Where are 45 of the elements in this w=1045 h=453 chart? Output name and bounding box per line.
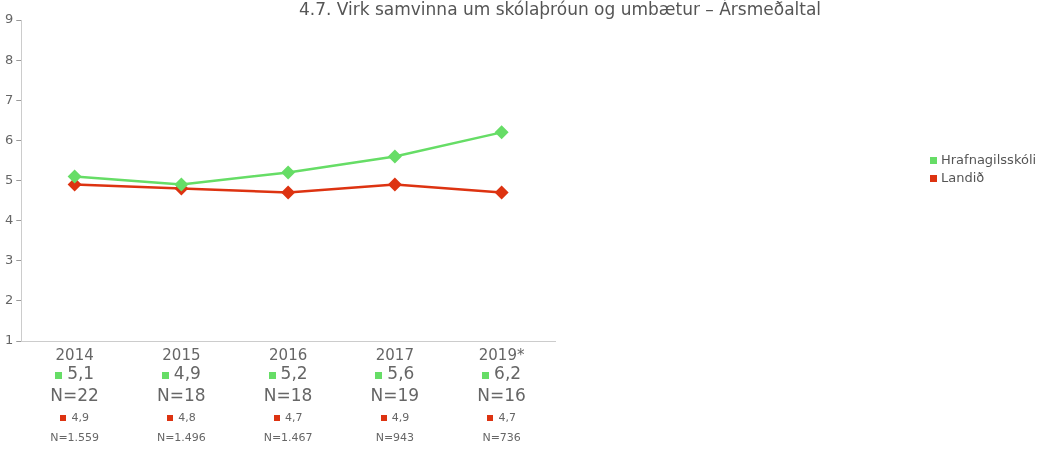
x-tick-label: 2019* <box>478 345 525 364</box>
text: N=18 <box>157 385 206 406</box>
y-tick-label: 8 <box>4 51 14 67</box>
point <box>387 149 402 164</box>
point <box>494 185 509 200</box>
data-label: 6,2 <box>494 363 522 384</box>
data-label: 4,7 <box>284 410 303 424</box>
data-label: 5,2 <box>280 363 308 384</box>
data-label: 4,9 <box>173 363 201 384</box>
text: N=736 <box>482 430 521 444</box>
y-tick-label: 9 <box>4 11 14 27</box>
text: N=1.496 <box>156 430 206 444</box>
y-tick-label: 3 <box>4 252 14 268</box>
y-tick-label: 7 <box>4 91 14 107</box>
text: N=19 <box>370 385 420 406</box>
data-label: 4,9 <box>71 410 89 424</box>
text: N=22 <box>50 385 99 406</box>
point <box>281 185 296 200</box>
y-tick-label: 4 <box>4 212 14 227</box>
text: N=16 <box>477 385 526 406</box>
x-tick-label: 2014 <box>55 345 94 364</box>
y-tick-label: 6 <box>4 131 14 147</box>
point <box>174 177 189 192</box>
text: N=18 <box>263 385 313 406</box>
x-tick-label: 2016 <box>269 345 308 364</box>
data-label: 4,9 <box>391 410 410 424</box>
point <box>281 165 296 180</box>
text: N=943 <box>375 430 415 444</box>
legend-label: Hrafnagilsskóli <box>941 151 1037 167</box>
x-tick-label: 2015 <box>162 345 201 364</box>
text: N=1.467 <box>263 430 313 444</box>
legend-label: Landið <box>941 169 985 185</box>
data-label: 4,7 <box>498 410 516 424</box>
data-label: 5,6 <box>387 363 415 384</box>
chart-title: 4.7. Virk samvinna um skólaþróun og umbætur – Ársmeðaltal <box>298 0 822 20</box>
y-tick-label: 5 <box>4 171 14 187</box>
y-tick-label: 1 <box>4 332 14 348</box>
data-label: 4,8 <box>178 410 196 424</box>
point <box>494 125 509 140</box>
text: N=1.559 <box>50 430 100 444</box>
y-tick-label: 2 <box>4 292 14 308</box>
x-tick-label: 2017 <box>375 345 414 364</box>
data-label: 5,1 <box>67 363 95 384</box>
point <box>387 177 402 192</box>
point <box>67 169 82 184</box>
